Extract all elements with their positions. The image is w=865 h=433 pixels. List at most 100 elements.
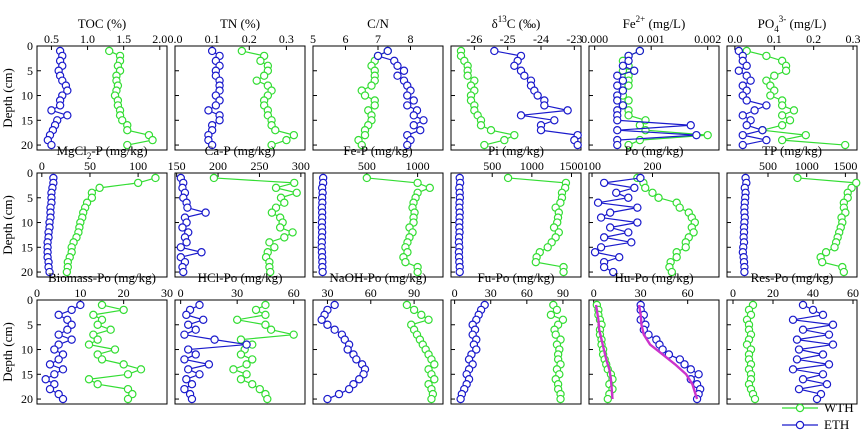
data-point-wth <box>360 91 370 100</box>
data-point-wth <box>510 130 519 140</box>
x-tick-label: 6 <box>343 32 349 46</box>
data-point-eth <box>317 315 326 325</box>
data-point-eth <box>383 46 392 56</box>
data-point-eth <box>615 252 624 262</box>
series-eth <box>373 46 428 150</box>
data-point-eth <box>54 330 63 339</box>
panel-fe2: 0.000 0.001 0.002 Fe2+ (mg/L) <box>581 14 721 151</box>
data-point-wth <box>236 375 246 384</box>
data-point-eth <box>403 91 412 100</box>
series-wth <box>592 300 617 404</box>
data-point-wth <box>463 71 472 80</box>
data-point-eth <box>599 178 609 188</box>
y-tick-label: 15 <box>21 240 33 254</box>
data-point-eth <box>742 121 751 130</box>
data-point-eth <box>197 248 206 257</box>
data-point-eth <box>635 46 645 56</box>
data-point-eth <box>182 375 191 384</box>
data-point-wth <box>770 71 779 80</box>
y-tick-label: 0 <box>27 293 33 307</box>
x-tick-label: 30 <box>161 286 173 300</box>
x-tick-label: 0.3 <box>846 32 861 46</box>
data-point-wth <box>476 121 486 130</box>
data-point-eth <box>54 310 63 320</box>
panel-title: NaOH-Po (mg/kg) <box>329 270 426 285</box>
y-tick-label: 0 <box>27 39 33 53</box>
data-point-wth <box>427 394 436 404</box>
series-eth <box>180 300 251 404</box>
data-point-wth <box>232 315 242 325</box>
panel-title: Po (mg/kg) <box>625 143 684 158</box>
data-point-wth <box>136 365 146 374</box>
data-point-wth <box>500 135 509 145</box>
series-wth <box>62 173 160 277</box>
data-point-wth <box>480 140 489 150</box>
data-point-eth <box>694 370 703 379</box>
data-point-wth <box>119 360 128 369</box>
data-point-eth <box>746 76 755 85</box>
data-point-wth <box>624 81 633 90</box>
data-point-eth <box>794 384 804 394</box>
data-point-wth <box>762 51 771 61</box>
data-point-wth <box>84 375 94 384</box>
data-point-wth <box>237 46 247 56</box>
panel-frame <box>726 172 858 278</box>
data-point-eth <box>211 101 221 110</box>
data-point-eth <box>47 140 56 150</box>
panel-title: Hu-Po (mg/kg) <box>614 270 693 285</box>
data-point-eth <box>750 106 759 115</box>
data-point-eth <box>199 315 208 325</box>
panel-frame <box>726 299 858 405</box>
data-point-eth <box>540 101 549 110</box>
data-point-wth <box>703 130 712 140</box>
data-point-eth <box>50 345 59 354</box>
data-point-eth <box>788 315 798 325</box>
data-point-eth <box>812 394 822 404</box>
data-point-eth <box>393 61 402 71</box>
panel-frame <box>588 299 720 405</box>
panel-title: TN (%) <box>220 16 260 31</box>
panel-cn: 5 6 7 8 C/N <box>310 16 444 151</box>
data-point-wth <box>242 360 251 369</box>
x-tick-label: 30 <box>321 286 333 300</box>
series-wth <box>742 46 850 150</box>
data-point-wth <box>549 223 559 232</box>
data-point-eth <box>183 365 193 374</box>
x-tick-label: 30 <box>485 286 497 300</box>
panel-title: δ13C (‰) <box>492 14 541 31</box>
data-point-wth <box>97 355 107 364</box>
data-point-wth <box>624 96 633 105</box>
x-tick-label: 5 <box>310 32 316 46</box>
panel-title: MgCl2-P (mg/kg) <box>56 143 147 161</box>
data-point-wth <box>97 300 107 310</box>
data-point-eth <box>45 267 54 277</box>
series-wth <box>237 46 299 150</box>
data-point-wth <box>648 188 657 198</box>
data-point-wth <box>667 267 677 277</box>
y-tick-label: 5 <box>27 318 33 332</box>
data-point-wth <box>503 173 513 183</box>
data-point-eth <box>624 193 633 202</box>
data-point-eth <box>613 96 622 105</box>
data-point-eth <box>680 360 689 369</box>
data-point-wth <box>558 315 568 325</box>
data-point-wth <box>256 56 265 66</box>
data-point-wth <box>275 223 285 232</box>
y-tick-label: 20 <box>21 392 33 406</box>
series-eth <box>788 300 838 404</box>
data-point-eth <box>624 56 633 66</box>
data-point-eth <box>334 389 344 399</box>
data-point-eth <box>58 365 68 374</box>
data-point-wth <box>360 130 370 140</box>
x-tick-label: 200 <box>209 159 227 173</box>
data-point-eth <box>738 130 747 140</box>
data-point-eth <box>399 66 409 75</box>
data-point-eth <box>613 81 622 90</box>
series-wth <box>84 300 146 404</box>
data-point-eth <box>738 111 747 120</box>
data-point-wth <box>282 135 291 145</box>
data-point-eth <box>624 228 633 237</box>
data-point-eth <box>792 335 802 344</box>
